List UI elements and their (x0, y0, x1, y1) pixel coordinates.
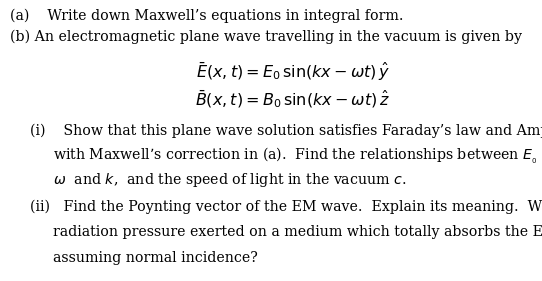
Text: (a)    Write down Maxwell’s equations in integral form.: (a) Write down Maxwell’s equations in in… (10, 8, 403, 23)
Text: radiation pressure exerted on a medium which totally absorbs the EM wave,: radiation pressure exerted on a medium w… (53, 225, 542, 239)
Text: (b) An electromagnetic plane wave travelling in the vacuum is given by: (b) An electromagnetic plane wave travel… (10, 30, 522, 44)
Text: $\bar{E}(x,t) = E_0\,\sin\!(kx - \omega t)\,\hat{y}$: $\bar{E}(x,t) = E_0\,\sin\!(kx - \omega … (196, 60, 390, 83)
Text: $\omega$  and $k$,  and the speed of light in the vacuum $c$.: $\omega$ and $k$, and the speed of light… (53, 171, 406, 189)
Text: with Maxwell’s correction in (a).  Find the relationships between $E_{_0}$  and : with Maxwell’s correction in (a). Find t… (53, 146, 542, 166)
Text: (ii)   Find the Poynting vector of the EM wave.  Explain its meaning.  What is t: (ii) Find the Poynting vector of the EM … (30, 199, 542, 214)
Text: (i)    Show that this plane wave solution satisfies Faraday’s law and Ampere’s l: (i) Show that this plane wave solution s… (30, 123, 542, 138)
Text: $\bar{B}(x,t) = B_0\,\sin\!(kx - \omega t)\,\hat{z}$: $\bar{B}(x,t) = B_0\,\sin\!(kx - \omega … (195, 88, 390, 110)
Text: assuming normal incidence?: assuming normal incidence? (53, 251, 258, 265)
